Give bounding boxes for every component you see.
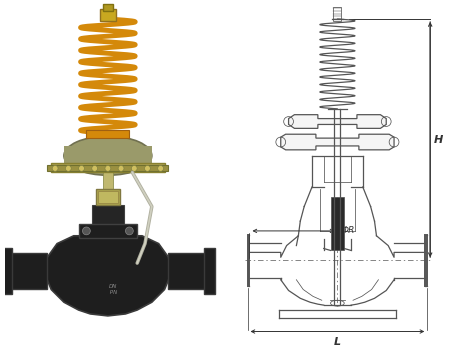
Circle shape xyxy=(118,166,124,172)
Bar xyxy=(51,162,165,172)
Text: H: H xyxy=(434,135,443,145)
Bar xyxy=(330,197,344,251)
Circle shape xyxy=(79,166,85,172)
Bar xyxy=(169,253,206,288)
Bar xyxy=(103,172,113,189)
Circle shape xyxy=(144,166,150,172)
Bar xyxy=(92,204,123,232)
Bar xyxy=(86,130,129,138)
Bar xyxy=(96,189,120,204)
Bar xyxy=(48,166,169,172)
Text: ΦR: ΦR xyxy=(341,226,355,236)
Circle shape xyxy=(158,166,164,172)
Bar xyxy=(98,191,117,203)
Ellipse shape xyxy=(64,136,152,175)
Polygon shape xyxy=(44,236,171,316)
Bar xyxy=(64,146,152,167)
Circle shape xyxy=(126,227,133,235)
Circle shape xyxy=(52,166,58,172)
Bar xyxy=(79,224,137,238)
Bar xyxy=(10,253,48,288)
Circle shape xyxy=(82,227,90,235)
Bar xyxy=(0,247,12,294)
Circle shape xyxy=(65,166,71,172)
Polygon shape xyxy=(288,115,386,128)
Circle shape xyxy=(131,166,137,172)
Text: L: L xyxy=(334,337,341,347)
Text: DN
 PN: DN PN xyxy=(108,284,117,295)
Bar xyxy=(204,247,215,294)
Polygon shape xyxy=(281,134,394,150)
Bar xyxy=(334,7,341,21)
Bar xyxy=(103,4,113,11)
Circle shape xyxy=(105,166,111,172)
Bar xyxy=(100,9,116,21)
Circle shape xyxy=(92,166,98,172)
